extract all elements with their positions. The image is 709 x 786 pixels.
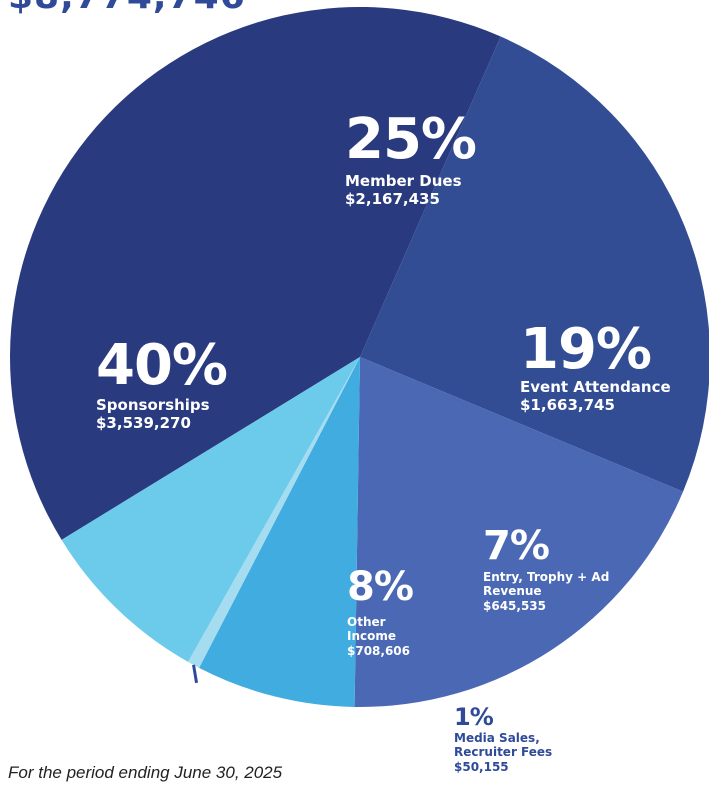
pct-member-dues: 25% (345, 107, 477, 172)
name-member-dues: Member Dues (345, 172, 462, 190)
value-sponsorships: $3,539,270 (96, 414, 191, 432)
pie-slice-entry-trophy-ad-revenue (199, 357, 360, 707)
pct-other-income: 8% (347, 564, 414, 610)
value-event-attendance: $1,663,745 (520, 396, 615, 414)
label-sponsorships: 40% Sponsorships $3,539,270 (96, 333, 228, 433)
value-other-income: $708,606 (347, 643, 411, 658)
label-event-attendance: 19% Event Attendance $1,663,745 (520, 317, 700, 415)
label-media-sales: 1% Media Sales, Recruiter Fees $50,155 (454, 705, 604, 774)
value-entry-trophy-ad: $645,535 (483, 598, 547, 613)
pct-sponsorships: 40% (96, 333, 228, 398)
total-revenue: $8,774,746 (8, 0, 246, 17)
pct-media-sales: 1% (454, 703, 494, 731)
name-other-income: Other Income (347, 615, 397, 644)
value-member-dues: $2,167,435 (345, 190, 440, 208)
name-sponsorships: Sponsorships (96, 396, 210, 414)
pie-slice-event-attendance (354, 357, 684, 708)
pie-slice-other-income (61, 357, 360, 662)
pie-slice-media-sales-recruiter-fees (188, 357, 360, 668)
name-media-sales: Media Sales, Recruiter Fees (454, 731, 553, 760)
label-other-income: 8% Other Income $708,606 (347, 567, 437, 658)
pie-slice-member-dues (360, 36, 709, 492)
value-media-sales: $50,155 (454, 759, 509, 774)
period-footnote: For the period ending June 30, 2025 (8, 763, 283, 782)
pct-entry-trophy-ad: 7% (483, 523, 550, 569)
label-entry-trophy-ad: 7% Entry, Trophy + Ad Revenue $645,535 (483, 526, 613, 613)
name-event-attendance: Event Attendance (520, 378, 671, 396)
pie-slice-sponsorships (10, 7, 501, 540)
pct-event-attendance: 19% (520, 317, 652, 382)
leader-line-media-sales (192, 664, 199, 684)
label-member-dues: 25% Member Dues $2,167,435 (345, 107, 477, 209)
name-entry-trophy-ad: Entry, Trophy + Ad Revenue (483, 570, 610, 599)
